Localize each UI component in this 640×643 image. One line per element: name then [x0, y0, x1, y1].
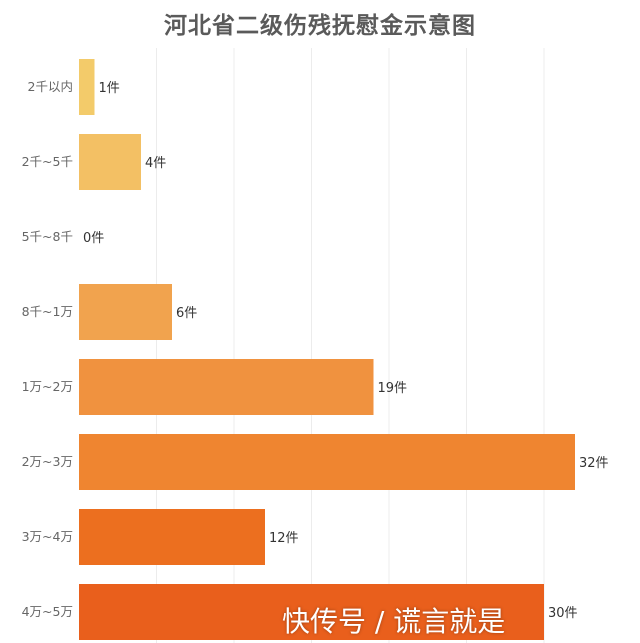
value-label: 19件 [378, 381, 408, 396]
value-label: 0件 [83, 231, 104, 246]
value-label: 32件 [579, 456, 609, 471]
value-label: 12件 [269, 531, 299, 546]
bar [79, 434, 575, 490]
watermark-text: 快传号 / 谎言就是 [282, 605, 506, 638]
bar [79, 584, 544, 640]
value-label: 1件 [99, 81, 120, 96]
labels: 2千以内 1件 2千~5千 4件 5千~8千 0件 8千~1万 6件 1万~2万 19件 2万~3万… [22, 79, 609, 621]
bar [79, 509, 265, 565]
category-label: 5千~8千 [22, 229, 73, 244]
bar [79, 284, 172, 340]
value-label: 30件 [548, 606, 578, 621]
grid-lines [156, 48, 545, 643]
category-label: 2千以内 [28, 79, 73, 94]
category-label: 4万~5万 [22, 604, 73, 619]
category-label: 2万~3万 [22, 454, 73, 469]
category-label: 2千~5千 [22, 154, 73, 169]
chart-title: 河北省二级伤残抚慰金示意图 [164, 12, 476, 39]
category-label: 1万~2万 [22, 379, 73, 394]
category-label: 3万~4万 [22, 529, 73, 544]
bar [79, 134, 141, 190]
category-label: 8千~1万 [22, 304, 73, 319]
value-label: 4件 [145, 156, 166, 171]
bars [79, 59, 575, 640]
bar [79, 359, 374, 415]
bar [79, 59, 95, 115]
value-label: 6件 [176, 306, 197, 321]
